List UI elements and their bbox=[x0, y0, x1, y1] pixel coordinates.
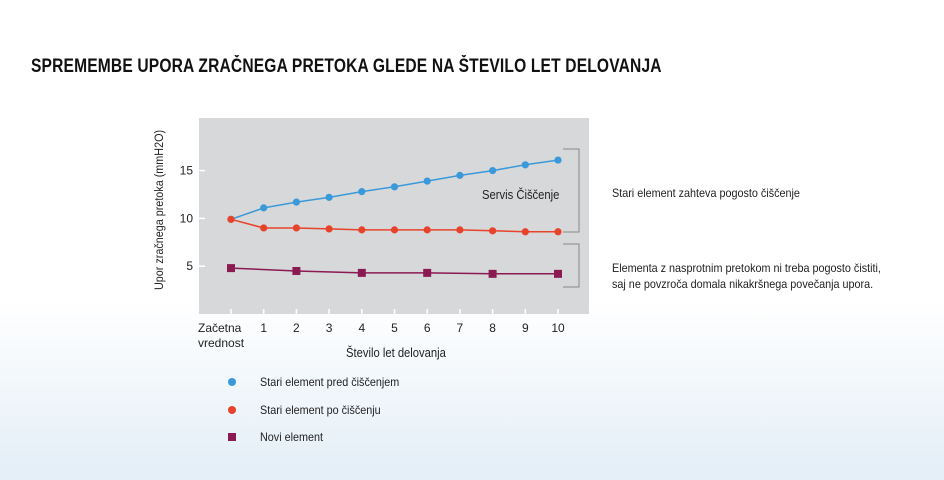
legend-label: Stari element pred čiščenjem bbox=[260, 375, 400, 389]
note-old-element: Stari element zahteva pogosto čiščenje bbox=[612, 186, 800, 200]
legend-item-after-cleaning: Stari element po čiščenju bbox=[228, 402, 381, 418]
series-line bbox=[230, 267, 558, 275]
series-1 bbox=[227, 156, 562, 223]
x-tick-label: 10 bbox=[551, 321, 565, 335]
data-point bbox=[260, 204, 268, 212]
y-tick-label: 5 bbox=[186, 259, 193, 273]
y-tick-label: 15 bbox=[180, 164, 194, 178]
x-ticks: Začetna vrednost 1 2 3 4 5 6 7 8 9 10 bbox=[198, 309, 565, 350]
x-tick-label: 7 bbox=[457, 321, 464, 335]
legend-marker bbox=[228, 378, 236, 386]
x-tick-label: Začetna vrednost bbox=[198, 321, 245, 350]
data-point bbox=[489, 227, 497, 235]
bracket-lower bbox=[563, 243, 580, 288]
y-ticks: 5 10 15 bbox=[180, 164, 205, 273]
x-tick-label: 8 bbox=[489, 321, 496, 335]
data-point bbox=[227, 264, 235, 273]
data-point bbox=[325, 193, 333, 201]
data-point bbox=[554, 228, 562, 236]
data-point bbox=[489, 166, 497, 175]
legend-label: Novi element bbox=[260, 430, 324, 444]
data-point bbox=[260, 224, 268, 232]
legend-marker bbox=[228, 406, 236, 414]
data-point bbox=[227, 215, 235, 223]
data-point bbox=[521, 228, 529, 236]
series-3 bbox=[227, 264, 562, 278]
data-point bbox=[325, 225, 333, 233]
series-2 bbox=[227, 215, 562, 236]
y-tick-label: 10 bbox=[180, 211, 194, 225]
x-tick-label: 4 bbox=[358, 321, 365, 335]
legend-item-new-element: Novi element bbox=[228, 429, 323, 445]
data-point bbox=[456, 226, 464, 234]
data-point bbox=[358, 226, 366, 234]
plot-background bbox=[199, 118, 589, 314]
legend-item-before-cleaning: Stari element pred čiščenjem bbox=[228, 374, 399, 390]
legend-label: Stari element po čiščenju bbox=[260, 403, 381, 417]
x-tick-label: 1 bbox=[260, 321, 267, 335]
x-axis-label: Število let delovanja bbox=[346, 344, 446, 360]
series-layer bbox=[227, 156, 562, 278]
x-tick-label: 6 bbox=[424, 321, 431, 335]
x-tick-label: 2 bbox=[293, 321, 300, 335]
data-point bbox=[292, 224, 300, 232]
data-point bbox=[554, 156, 562, 164]
data-point bbox=[423, 177, 431, 185]
data-point bbox=[292, 198, 300, 206]
data-point bbox=[521, 161, 529, 169]
data-point bbox=[488, 269, 497, 278]
y-axis-label: Upor zračnega pretoka (mmH2O) bbox=[154, 130, 167, 290]
data-point bbox=[423, 226, 431, 234]
data-point bbox=[423, 268, 432, 277]
data-point bbox=[390, 226, 399, 234]
x-tick-label: 9 bbox=[522, 321, 529, 335]
bracket-upper bbox=[563, 148, 580, 233]
note-new-element-line1: Elementa z nasprotnim pretokom ni treba … bbox=[612, 261, 881, 275]
x-tick-label: 5 bbox=[391, 321, 398, 335]
legend-marker bbox=[228, 433, 236, 441]
note-new-element-line2: saj ne povzroča domala nikakršnega poveč… bbox=[612, 277, 874, 291]
data-point bbox=[358, 188, 366, 196]
data-point bbox=[456, 171, 464, 179]
data-point bbox=[390, 183, 399, 191]
data-point bbox=[357, 268, 366, 277]
data-point bbox=[554, 269, 562, 278]
service-annotation: Servis Čiščenje bbox=[482, 186, 560, 202]
chart-title: SPREMEMBE UPORA ZRAČNEGA PRETOKA GLEDE N… bbox=[31, 56, 662, 77]
data-point bbox=[292, 266, 301, 275]
x-tick-label: 3 bbox=[326, 321, 333, 335]
